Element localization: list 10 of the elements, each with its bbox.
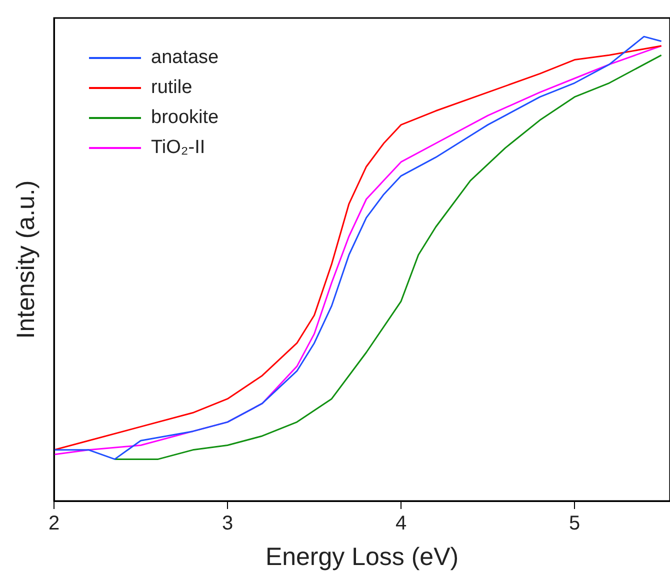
x-tick-label: 5 <box>569 512 580 535</box>
legend-label: rutile <box>151 77 192 98</box>
y-axis-title: Intensity (a.u.) <box>12 180 40 339</box>
legend-label: brookite <box>151 107 219 128</box>
legend-label: anatase <box>151 47 219 68</box>
x-tick-label: 2 <box>48 512 60 535</box>
legend-label: TiO₂-II <box>151 137 206 158</box>
x-tick-label: 4 <box>395 512 407 535</box>
x-tick-label: 3 <box>222 512 234 535</box>
x-axis-title: Energy Loss (eV) <box>265 542 459 571</box>
